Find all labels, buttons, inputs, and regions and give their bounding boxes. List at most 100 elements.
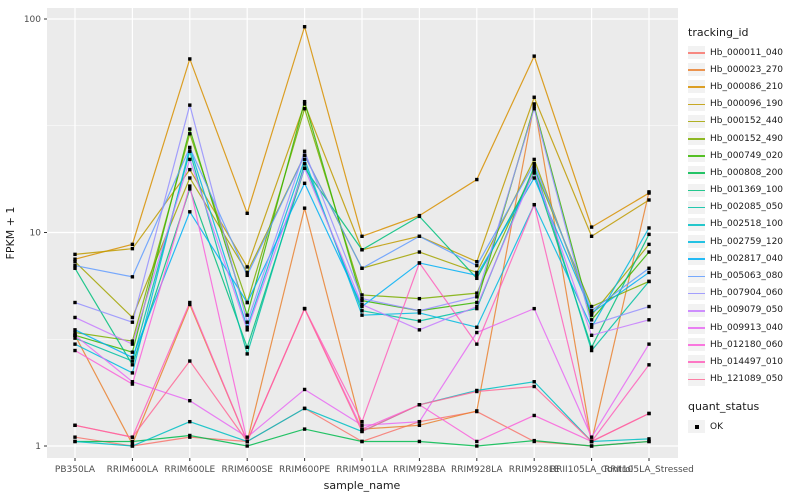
data-point — [475, 330, 479, 335]
data-point — [360, 304, 364, 309]
data-point — [188, 302, 192, 307]
data-point — [130, 350, 135, 354]
data-point — [188, 419, 192, 424]
data-point — [532, 54, 536, 58]
legend-label: Hb_000011_040 — [710, 47, 784, 58]
data-point — [130, 435, 135, 439]
x-axis-title: sample_name — [324, 479, 401, 492]
data-point — [245, 435, 249, 439]
x-tick-label: RRII105LA_Control — [550, 465, 633, 475]
data-point — [302, 162, 307, 166]
data-point — [360, 423, 364, 428]
data-point — [532, 384, 536, 389]
y-tick-label: 1 — [35, 442, 41, 452]
data-point — [245, 211, 249, 216]
legend-key-line-icon — [688, 200, 705, 214]
data-point — [647, 226, 651, 230]
legend-item: Hb_121089_050 — [688, 371, 800, 388]
data-point — [73, 423, 77, 428]
x-tick-label: RRIM928LE — [509, 465, 560, 475]
legend-label: Hb_002817_040 — [710, 253, 784, 264]
data-points — [73, 25, 651, 448]
data-point — [647, 411, 651, 416]
data-point — [302, 157, 307, 162]
data-point — [73, 252, 77, 257]
legend-key-line-icon — [688, 286, 705, 300]
data-point — [188, 57, 192, 61]
data-point — [589, 313, 594, 317]
data-point — [532, 176, 536, 180]
data-point — [245, 270, 249, 275]
data-point — [647, 318, 651, 322]
legend-key-line-icon — [688, 97, 705, 111]
data-point — [647, 270, 651, 275]
data-point — [130, 382, 135, 386]
data-point — [130, 442, 135, 446]
data-point — [188, 167, 192, 172]
legend-item: Hb_001369_100 — [688, 182, 800, 199]
data-point — [130, 439, 135, 444]
data-point — [360, 427, 364, 431]
legend-key-line-icon — [688, 235, 705, 249]
data-point — [302, 25, 307, 29]
legend-label: Hb_000096_190 — [710, 99, 784, 110]
data-point — [188, 210, 192, 214]
data-point — [130, 371, 135, 375]
legend-item: Hb_000749_020 — [688, 147, 800, 164]
data-point — [73, 300, 77, 305]
legend-label: Hb_007904_060 — [710, 288, 784, 299]
quant-legend-title: quant_status — [688, 400, 760, 413]
data-point — [475, 409, 479, 413]
x-tick-label: RRIM928LA — [451, 465, 503, 475]
data-point — [73, 259, 77, 264]
legend-label: OK — [710, 421, 723, 432]
data-point — [360, 309, 364, 313]
data-point — [130, 363, 135, 367]
legend-item: Hb_012180_060 — [688, 336, 800, 353]
data-point — [188, 433, 192, 438]
data-point — [302, 181, 307, 185]
data-point — [360, 266, 364, 270]
data-point — [188, 157, 192, 162]
data-point — [475, 270, 479, 275]
data-point — [188, 300, 192, 305]
x-tick-label: RRIM600LA — [107, 465, 159, 475]
data-point — [245, 352, 249, 356]
data-point — [475, 342, 479, 346]
data-point — [532, 162, 536, 166]
legend-label: Hb_014497_010 — [710, 356, 784, 367]
legend-key-line-icon — [688, 217, 705, 231]
legend-item: Hb_005063_080 — [688, 267, 800, 284]
data-point — [188, 187, 192, 191]
legend-title: tracking_id — [688, 26, 749, 39]
legend-tracking-id: tracking_id Hb_000011_040 Hb_000023_270 Hb… — [688, 26, 800, 388]
data-point — [647, 198, 651, 202]
data-point — [475, 325, 479, 329]
data-point — [130, 355, 135, 360]
data-point — [360, 293, 364, 297]
data-point — [302, 306, 307, 311]
data-point — [589, 234, 594, 238]
data-point — [475, 389, 479, 394]
legend-item: Hb_007904_060 — [688, 285, 800, 302]
data-point — [130, 242, 135, 247]
data-point — [475, 304, 479, 309]
legend-label: Hb_002759_120 — [710, 236, 784, 247]
data-point — [417, 311, 422, 315]
data-point — [532, 166, 536, 170]
data-point — [647, 439, 651, 444]
legend-label: Hb_002518_100 — [710, 219, 784, 230]
legend-item: Hb_000086_210 — [688, 78, 800, 95]
data-point — [130, 342, 135, 346]
data-point — [360, 313, 364, 317]
y-axis-title: FPKM + 1 — [4, 207, 17, 260]
gridlines — [47, 8, 678, 458]
legend-key-line-icon — [688, 303, 705, 317]
data-point — [532, 157, 536, 162]
data-point — [302, 149, 307, 154]
data-point — [417, 309, 422, 313]
legend-quant-status: quant_status OK — [688, 400, 800, 435]
data-point — [532, 164, 536, 168]
data-point — [130, 444, 135, 448]
